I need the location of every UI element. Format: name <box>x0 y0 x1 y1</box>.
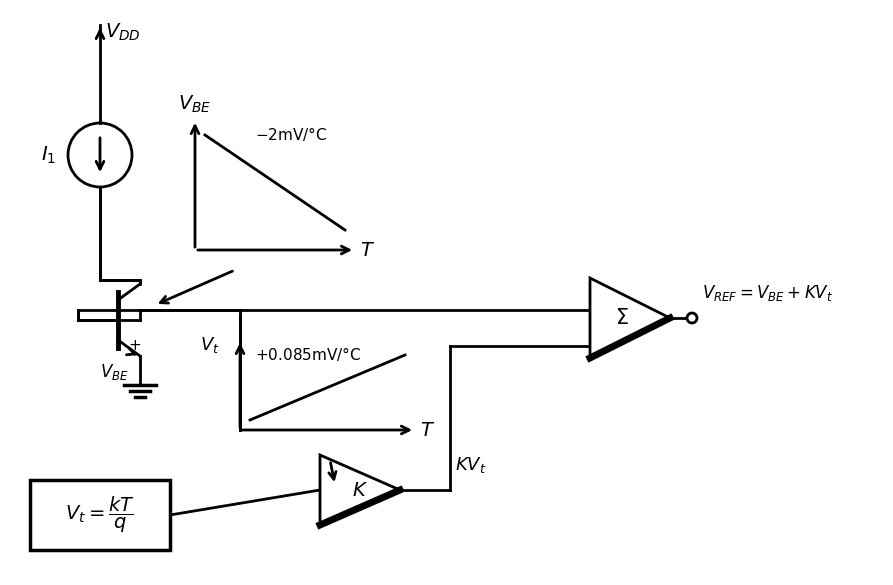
FancyBboxPatch shape <box>30 480 170 550</box>
Text: $I_1$: $I_1$ <box>41 144 56 166</box>
Text: $-2\mathrm{mV/°C}$: $-2\mathrm{mV/°C}$ <box>255 125 328 143</box>
Text: $V_{BE}$: $V_{BE}$ <box>179 94 212 115</box>
Text: $+$: $+$ <box>129 338 142 353</box>
Text: $V_t$: $V_t$ <box>200 335 220 355</box>
Polygon shape <box>590 278 670 358</box>
Text: $KV_t$: $KV_t$ <box>455 455 487 475</box>
Text: $V_{BE}$: $V_{BE}$ <box>100 362 129 382</box>
Text: $V_t=\dfrac{kT}{q}$: $V_t=\dfrac{kT}{q}$ <box>65 495 135 535</box>
Polygon shape <box>320 455 400 525</box>
Text: $T$: $T$ <box>360 240 375 260</box>
Text: $V_{DD}$: $V_{DD}$ <box>105 22 141 43</box>
Text: $\Sigma$: $\Sigma$ <box>615 308 629 328</box>
Text: $T$: $T$ <box>420 421 435 439</box>
Text: $K$: $K$ <box>352 480 368 500</box>
Text: $V_{REF}=V_{BE}+KV_t$: $V_{REF}=V_{BE}+KV_t$ <box>702 283 833 303</box>
Text: $+0.085\mathrm{mV/°C}$: $+0.085\mathrm{mV/°C}$ <box>255 345 362 363</box>
Circle shape <box>687 313 697 323</box>
